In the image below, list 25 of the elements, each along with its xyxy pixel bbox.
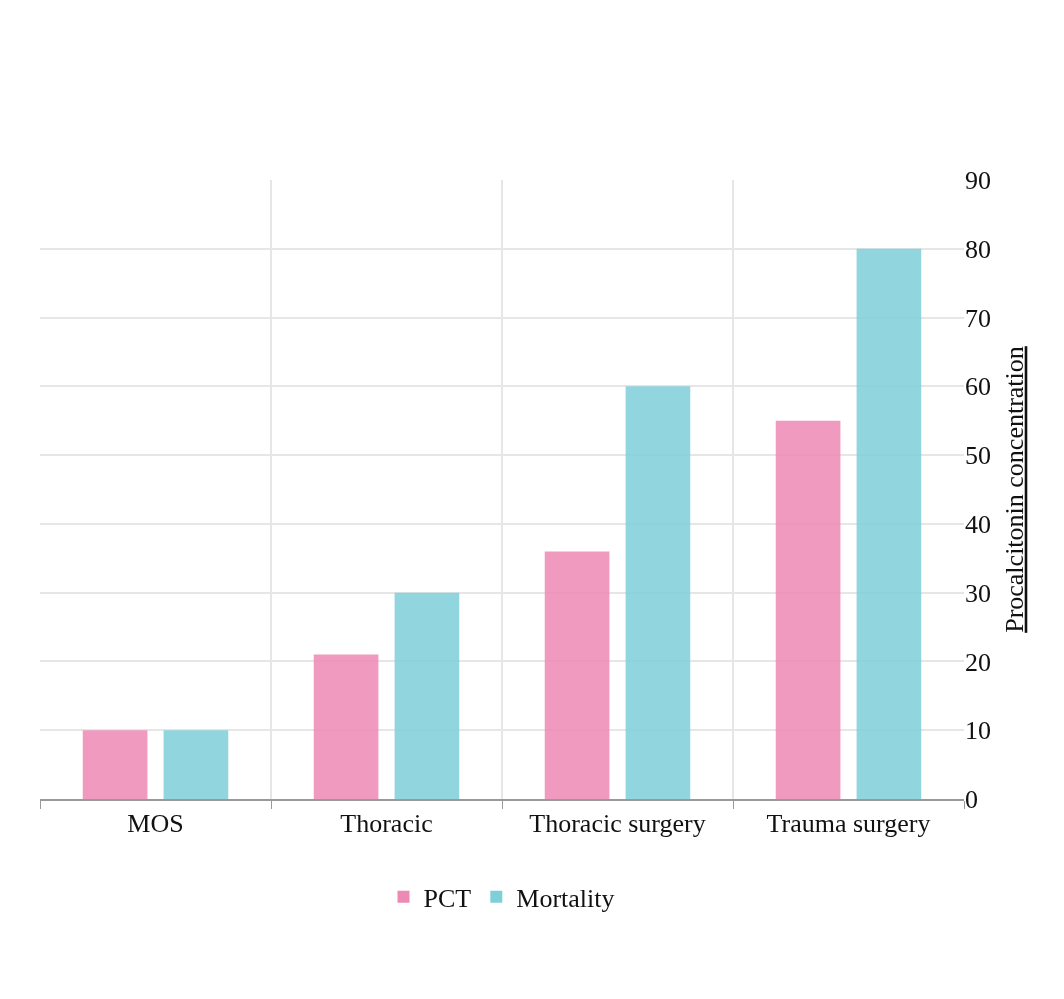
y-tick-label: 10 bbox=[965, 716, 991, 746]
bar bbox=[394, 592, 460, 799]
y-tick-label: 60 bbox=[965, 372, 991, 402]
bar bbox=[82, 730, 148, 799]
bar bbox=[163, 730, 229, 799]
bar bbox=[544, 551, 610, 799]
y-tick-label: 20 bbox=[965, 647, 991, 677]
y-tick-label: 40 bbox=[965, 509, 991, 539]
legend-label: PCT bbox=[423, 883, 472, 913]
y-tick-label: 70 bbox=[965, 303, 991, 333]
y-tick-label: 80 bbox=[965, 234, 991, 264]
y-tick-label: 50 bbox=[965, 441, 991, 471]
y-axis-title: Procalcitonin concentration bbox=[999, 346, 1029, 633]
bar bbox=[313, 654, 379, 799]
bar bbox=[625, 386, 691, 799]
legend-label: Mortality bbox=[516, 883, 615, 913]
bar bbox=[775, 420, 841, 799]
bar bbox=[856, 248, 922, 799]
y-tick-label: 30 bbox=[965, 578, 991, 608]
x-tick-label: Trauma surgery bbox=[766, 809, 931, 839]
y-tick-label: 0 bbox=[965, 785, 978, 815]
y-tick-label: 90 bbox=[965, 166, 991, 196]
x-tick-label: Thoracic bbox=[340, 809, 433, 839]
x-tick-label: MOS bbox=[127, 809, 184, 839]
x-tick-label: Thoracic surgery bbox=[529, 809, 706, 839]
